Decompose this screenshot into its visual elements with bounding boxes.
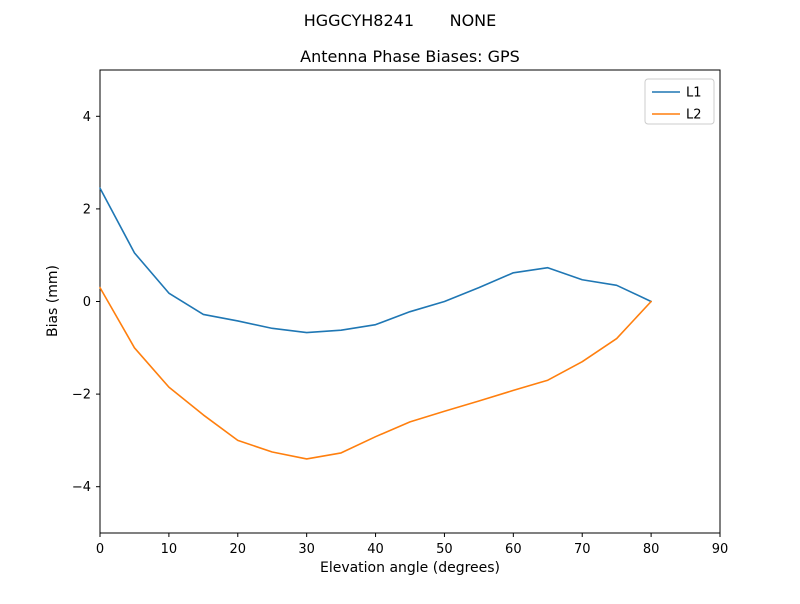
x-tick-label: 60 [505, 542, 522, 557]
legend-label-L2: L2 [686, 108, 702, 123]
figure-suptitle: HGGCYH8241 NONE [303, 11, 497, 30]
x-tick-label: 0 [96, 542, 104, 557]
y-tick-label: 4 [83, 110, 91, 125]
x-tick-label: 50 [436, 542, 453, 557]
x-tick-label: 20 [230, 542, 247, 557]
series-line-L1 [99, 187, 652, 334]
x-tick-label: 30 [298, 542, 315, 557]
x-tick-label: 10 [161, 542, 178, 557]
y-tick-label: 0 [83, 295, 91, 310]
x-tick-label: 70 [574, 542, 591, 557]
y-tick-label: 2 [83, 202, 91, 217]
x-axis-label: Elevation angle (degrees) [320, 560, 500, 576]
y-tick-label: −4 [72, 480, 91, 495]
legend-label-L1: L1 [686, 86, 702, 101]
legend-box [644, 78, 715, 125]
y-tick-label: −2 [72, 388, 91, 403]
series-line-L2 [99, 286, 652, 460]
x-tick-label: 90 [712, 542, 729, 557]
x-tick-label: 40 [367, 542, 384, 557]
axes: 0 10 20 30 40 50 60 70 80 90 −4 −2 0 2 4 [72, 69, 729, 557]
y-axis-label: Bias (mm) [45, 265, 61, 337]
x-tick-label: 80 [643, 542, 660, 557]
plot-border [99, 69, 721, 534]
series-lines [99, 187, 652, 460]
chart-title: Antenna Phase Biases: GPS [300, 47, 520, 66]
